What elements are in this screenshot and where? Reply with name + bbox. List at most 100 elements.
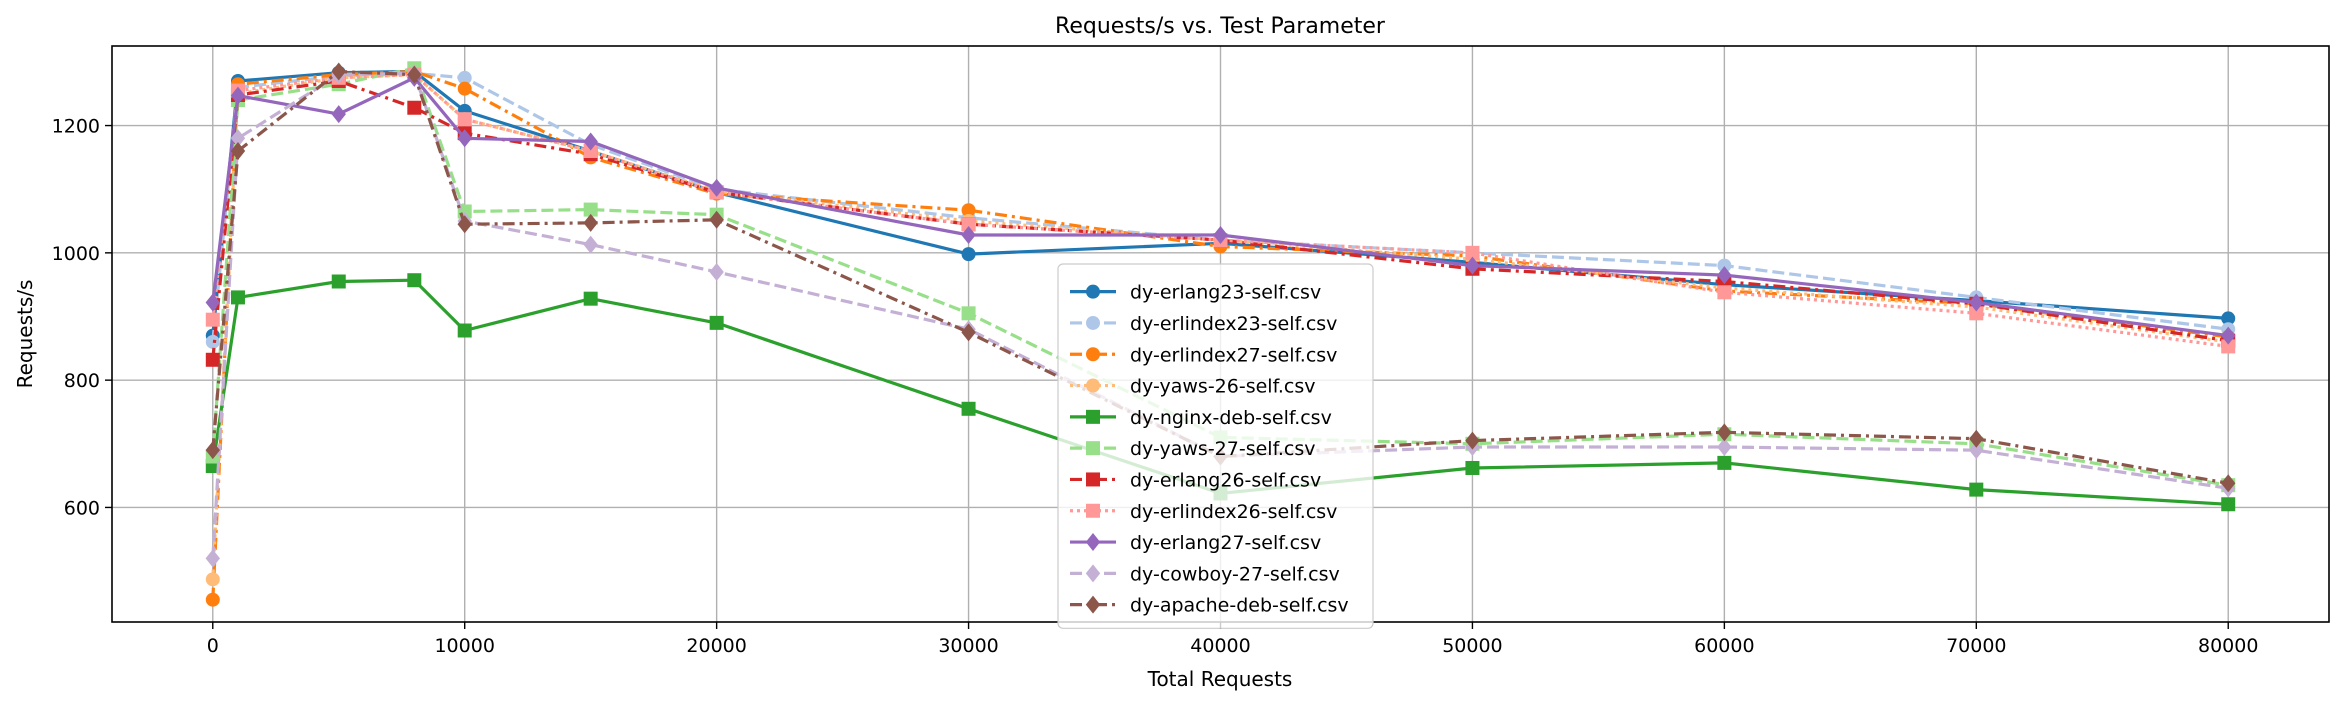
legend-marker	[1086, 409, 1100, 424]
legend-label: dy-nginx-deb-self.csv	[1130, 407, 1332, 429]
data-point	[1717, 285, 1732, 300]
data-point	[407, 65, 422, 84]
data-point	[457, 215, 472, 234]
data-point	[961, 217, 976, 232]
data-point	[205, 293, 220, 312]
x-tick-label: 0	[207, 635, 219, 657]
legend-item: dy-erlindex23-self.csv	[1070, 313, 1337, 335]
legend-marker	[1086, 378, 1100, 393]
data-point	[457, 112, 472, 127]
data-point	[583, 235, 598, 254]
legend: dy-erlang23-self.csv dy-erlindex23-self.c…	[1057, 263, 1374, 629]
legend-marker	[1085, 595, 1101, 614]
data-point	[1969, 306, 1984, 321]
legend-marker	[1085, 564, 1101, 583]
data-point	[2221, 326, 2236, 345]
legend-item: dy-nginx-deb-self.csv	[1070, 407, 1332, 429]
legend-item: dy-erlang23-self.csv	[1070, 282, 1321, 304]
data-point	[1717, 258, 1732, 273]
y-tick-label: 1200	[52, 116, 100, 138]
x-tick-label: 60000	[1694, 635, 1754, 657]
series-dy-erlang27-self	[205, 68, 2236, 345]
data-point	[961, 401, 976, 416]
data-point	[1465, 256, 1480, 275]
x-axis-label: Total Requests	[1147, 667, 1293, 691]
data-point	[1969, 441, 1984, 460]
data-point	[230, 129, 246, 148]
data-point	[331, 274, 346, 289]
legend-label: dy-erlindex23-self.csv	[1130, 313, 1337, 335]
data-point	[457, 323, 472, 338]
data-point	[709, 262, 724, 281]
data-point	[205, 334, 220, 349]
data-point	[961, 203, 976, 218]
data-point	[2221, 497, 2236, 512]
x-tick-label: 80000	[2198, 635, 2258, 657]
data-point	[2221, 311, 2236, 326]
legend-item: dy-cowboy-27-self.csv	[1070, 563, 1340, 585]
chart-title: Requests/s vs. Test Parameter	[1055, 14, 1386, 39]
data-point	[1969, 482, 1984, 497]
data-point	[407, 273, 422, 288]
data-point	[205, 352, 220, 367]
data-point	[1465, 245, 1480, 260]
legend-label: dy-erlang26-self.csv	[1130, 469, 1321, 491]
data-point	[1969, 429, 1984, 448]
legend-label: dy-erlindex27-self.csv	[1130, 344, 1337, 366]
legend-label: dy-apache-deb-self.csv	[1130, 595, 1349, 617]
legend-marker	[1086, 503, 1100, 518]
data-point	[230, 290, 245, 305]
data-point	[1465, 431, 1480, 450]
legend-item: dy-yaws-27-self.csv	[1070, 438, 1316, 460]
legend-marker	[1086, 347, 1100, 362]
legend-marker	[1086, 315, 1100, 330]
legend-label: dy-yaws-27-self.csv	[1130, 438, 1316, 460]
data-point	[407, 100, 422, 115]
series-dy-nginx-deb-self	[205, 273, 2236, 512]
data-point	[961, 247, 976, 262]
y-tick-label: 1000	[52, 243, 100, 265]
data-point	[583, 291, 598, 306]
data-point	[961, 226, 976, 245]
data-point	[205, 312, 220, 327]
x-tick-label: 70000	[1946, 635, 2006, 657]
legend-item: dy-erlang27-self.csv	[1070, 532, 1321, 554]
data-point	[457, 129, 472, 148]
series-dy-apache-deb-self	[205, 62, 2236, 493]
data-point	[583, 144, 598, 159]
data-point	[1717, 423, 1732, 442]
data-point	[331, 62, 346, 81]
data-point	[205, 592, 220, 607]
data-point	[230, 86, 246, 105]
data-point	[1465, 460, 1480, 475]
series-layer	[205, 61, 2236, 607]
data-point	[205, 441, 220, 460]
legend-item: dy-apache-deb-self.csv	[1070, 595, 1349, 617]
legend-label: dy-yaws-26-self.csv	[1130, 376, 1316, 398]
legend-label: dy-erlang23-self.csv	[1130, 282, 1321, 304]
legend-box	[1057, 263, 1374, 629]
legend-label: dy-cowboy-27-self.csv	[1130, 563, 1340, 585]
legend-marker	[1086, 441, 1100, 456]
data-point	[1717, 437, 1732, 456]
legend-marker	[1085, 533, 1101, 552]
legend-marker	[1086, 284, 1100, 299]
legend-item: dy-erlindex26-self.csv	[1070, 501, 1337, 523]
y-tick-label: 800	[64, 370, 100, 392]
data-point	[2221, 474, 2236, 493]
data-point	[961, 323, 976, 342]
data-point	[230, 142, 246, 161]
x-tick-label: 20000	[686, 635, 746, 657]
y-tick-label: 600	[64, 497, 100, 519]
data-point	[1213, 226, 1228, 245]
data-point	[205, 549, 220, 568]
data-point	[2221, 339, 2236, 354]
x-tick-label: 40000	[1190, 635, 1250, 657]
data-point	[331, 105, 346, 124]
data-point	[709, 210, 724, 229]
ticks: 0 10000 20000 30000 40000 50000 60000 70000 8000…	[52, 116, 2259, 657]
data-point	[205, 572, 220, 587]
data-point	[1717, 266, 1732, 285]
